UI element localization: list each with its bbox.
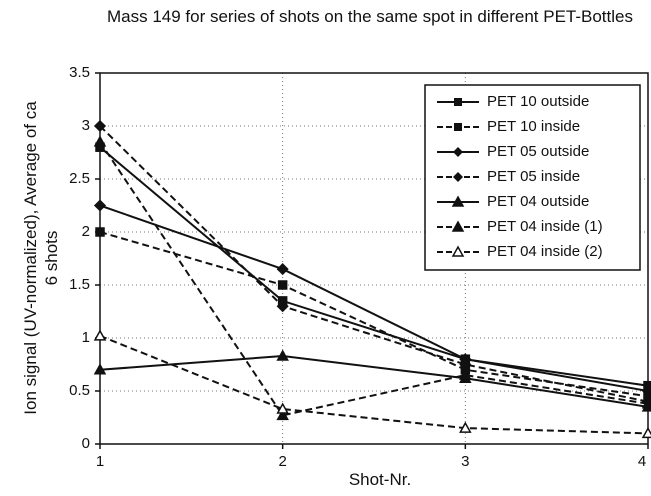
marker <box>459 368 472 380</box>
marker <box>276 402 289 414</box>
legend-marker <box>451 245 465 257</box>
x-tick-label: 1 <box>96 453 104 470</box>
series-line <box>99 334 649 435</box>
legend-label: PET 04 inside (1) <box>487 218 603 235</box>
series-line <box>99 146 649 387</box>
y-tick-label: 0 <box>82 435 90 452</box>
legend-label: PET 10 outside <box>487 93 589 110</box>
legend-marker <box>453 147 463 157</box>
y-tick-label: 1 <box>82 329 90 346</box>
marker <box>276 263 289 276</box>
series-line <box>99 204 649 392</box>
legend-marker <box>451 220 465 232</box>
marker <box>95 227 105 237</box>
y-tick-label: 2.5 <box>69 170 90 187</box>
x-axis-label: Shot-Nr. <box>348 470 412 489</box>
legend-label: PET 05 inside <box>487 168 580 185</box>
marker <box>276 408 289 421</box>
x-tick-label: 4 <box>638 453 646 470</box>
y-tick-label: 3 <box>82 117 90 134</box>
marker <box>93 363 107 375</box>
y-tick-label: 2 <box>82 223 90 240</box>
x-tick-label: 3 <box>461 453 469 470</box>
legend-marker <box>454 98 462 106</box>
marker <box>93 329 107 341</box>
series-line <box>99 355 649 408</box>
x-tick-label: 2 <box>278 453 286 470</box>
y-tick-label: 1.5 <box>69 276 90 293</box>
y-tick-label: 3.5 <box>69 64 90 81</box>
y-tick-label: 0.5 <box>69 382 90 399</box>
series-line <box>99 231 649 398</box>
legend-label: PET 10 inside <box>487 118 580 135</box>
marker <box>93 135 107 147</box>
legend-marker <box>451 195 465 207</box>
legend-label: PET 04 outside <box>487 193 589 210</box>
marker <box>459 421 472 433</box>
marker <box>277 280 288 290</box>
plot-frame <box>99 72 649 445</box>
legend-marker <box>454 123 462 131</box>
marker <box>93 119 107 133</box>
marker <box>93 199 107 212</box>
legend-label: PET 04 inside (2) <box>487 243 603 260</box>
marker <box>276 349 289 361</box>
legend-label: PET 05 outside <box>487 143 589 160</box>
series-line <box>99 141 649 417</box>
marker <box>641 426 651 439</box>
chart-title: Mass 149 for series of shots on the same… <box>106 7 633 26</box>
legend-marker <box>453 172 463 182</box>
marker <box>276 300 289 313</box>
series-line <box>99 125 649 403</box>
